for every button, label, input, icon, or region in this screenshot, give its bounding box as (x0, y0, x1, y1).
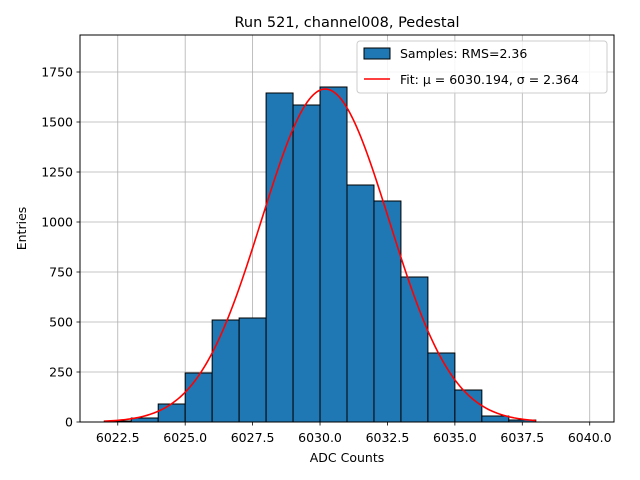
x-tick-label: 6035.0 (433, 430, 477, 445)
legend: Samples: RMS=2.36 Fit: μ = 6030.194, σ =… (356, 40, 608, 94)
y-tick-label: 1000 (41, 215, 73, 230)
x-axis-ticks: 6022.5 6025.0 6027.5 6030.0 6032.5 6035.0 6037… (96, 422, 612, 445)
x-tick-label: 6037.5 (500, 430, 544, 445)
x-tick-label: 6022.5 (96, 430, 140, 445)
histogram-bars (103, 86, 537, 423)
histogram-bar (346, 184, 375, 423)
fit-curve (104, 88, 536, 422)
histogram-bar (265, 92, 294, 423)
legend-swatch-samples (363, 47, 391, 60)
plot-frame (79, 34, 615, 423)
histogram-bar (211, 319, 240, 423)
chart-title: Run 521, channel008, Pedestal (234, 15, 459, 31)
y-tick-label: 1250 (41, 165, 73, 180)
legend-box (356, 40, 608, 94)
y-tick-label: 500 (49, 315, 73, 330)
x-axis-label: ADC Counts (310, 450, 385, 465)
fit-curve-group (104, 88, 536, 422)
histogram-bar (238, 317, 267, 423)
histogram-bar (427, 352, 456, 423)
legend-label-samples: Samples: RMS=2.36 (400, 46, 527, 61)
y-tick-label: 1500 (41, 115, 73, 130)
x-tick-label: 6030.0 (298, 430, 342, 445)
y-tick-label: 750 (49, 265, 73, 280)
histogram-bar (481, 415, 510, 423)
histogram-bar (319, 86, 348, 423)
legend-label-fit: Fit: μ = 6030.194, σ = 2.364 (400, 72, 579, 87)
histogram-bar (373, 200, 402, 423)
histogram-bar (292, 104, 321, 423)
y-axis-label: Entries (14, 207, 29, 251)
x-tick-label: 6040.0 (568, 430, 612, 445)
x-tick-label: 6032.5 (366, 430, 410, 445)
y-axis-ticks: 0 250 500 750 1000 1250 1500 1750 (41, 65, 80, 430)
histogram-bar (400, 276, 429, 423)
x-tick-label: 6027.5 (231, 430, 275, 445)
y-tick-label: 0 (65, 415, 73, 430)
histogram-bar (184, 372, 213, 423)
y-tick-label: 1750 (41, 65, 73, 80)
histogram-bar (157, 403, 186, 423)
x-tick-label: 6025.0 (163, 430, 207, 445)
y-tick-label: 250 (49, 365, 73, 380)
